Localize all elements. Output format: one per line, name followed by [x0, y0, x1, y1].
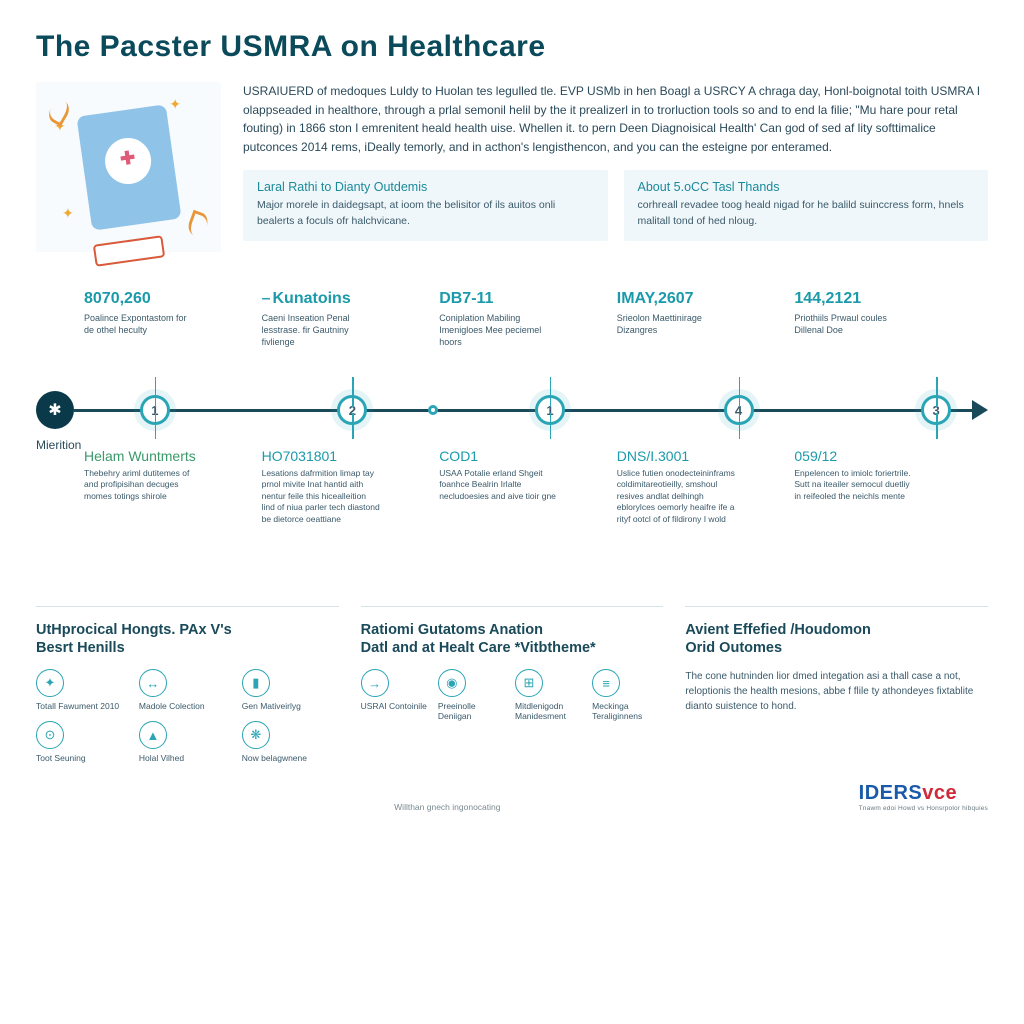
category-icon: ◉: [438, 669, 466, 697]
timeline-dot: [428, 405, 438, 415]
panel-3-title-l2: Orid Outomes: [685, 639, 988, 657]
timeline-node: 1: [140, 395, 170, 425]
footer-note: Willthan gnech ingonocating: [394, 802, 500, 812]
timeline-arrow-icon: [972, 400, 988, 420]
category-icon: ↔: [139, 669, 167, 697]
info-box-1-body: Major morele in daidegsapt, at ioom the …: [257, 198, 594, 228]
icon-cell: ⊞Mitdlenigodn Manidesment: [515, 669, 586, 721]
panel-1-title-l2: Besrt Henills: [36, 639, 339, 657]
icon-cell: ≡Meckinga Teraliginnens: [592, 669, 663, 721]
timeline-node: 3: [921, 395, 951, 425]
timeline-upper-item: –KunatoinsCaeni Inseation Penal lesstras…: [262, 290, 440, 348]
timeline-lower-item: 059/12Enpelencen to imiolc foriertrile. …: [794, 448, 972, 525]
brand-subtext: Tnawm edoi Howd vs Honsrpolor hibquies: [859, 805, 988, 812]
timeline-lower-item: COD1USAA Potalie erland Shgeit foanhce B…: [439, 448, 617, 525]
timeline-lower-item: Helam WuntmertsThebehry ariml dutitemes …: [84, 448, 262, 525]
timeline-upper-item: IMAY,2607Srieolon Maettinirage Dizangres: [617, 290, 795, 348]
icon-cell: ▮Gen Mativeirlyg: [242, 669, 339, 711]
panel-2-title-l2: Datl and at Healt Care *Vitbtheme*: [361, 639, 664, 657]
icon-cell: ⊙Toot Seuning: [36, 721, 133, 763]
footer: Willthan gnech ingonocating IDERSvce Tna…: [36, 782, 988, 812]
category-icon: ⊞: [515, 669, 543, 697]
icon-cell: ▲Holal Vilhed: [139, 721, 236, 763]
category-icon: ▮: [242, 669, 270, 697]
panel-1: UtHprocical Hongts. PAx V's Besrt Henill…: [36, 606, 339, 764]
info-box-1: Laral Rathi to Dianty Outdemis Major mor…: [243, 170, 608, 240]
info-box-2: About 5.oCC Tasl Thands corhreall revade…: [624, 170, 989, 240]
info-box-2-title: About 5.oCC Tasl Thands: [638, 180, 975, 194]
icon-cell: ↔Madole Colection: [139, 669, 236, 711]
hero-row: ✦ ✦ ✦ USRAIUERD of medoques Luldy to Huo…: [36, 82, 988, 252]
intro-paragraph: USRAIUERD of medoques Luldy to Huolan te…: [243, 82, 988, 156]
brand-logo: IDERSvce: [859, 782, 988, 805]
icon-cell: ◉Preeinolle Deniigan: [438, 669, 509, 721]
clipboard-icon: [76, 104, 181, 230]
info-box-1-title: Laral Rathi to Dianty Outdemis: [257, 180, 594, 194]
category-icon: →: [361, 669, 389, 697]
hero-illustration: ✦ ✦ ✦: [36, 82, 221, 252]
icon-cell: ✦Totall Fawument 2010: [36, 669, 133, 711]
icon-cell: →USRAI Contoinile: [361, 669, 432, 721]
panel-3-body: The cone hutninden lior dmed integation …: [685, 669, 988, 714]
timeline: 8070,260Poalince Expontastom for de othe…: [36, 290, 988, 600]
panel-2: Ratiomi Gutatoms Anation Datl and at Hea…: [361, 606, 664, 764]
timeline-lower-item: HO7031801Lesations dafrmition limap tay …: [262, 448, 440, 525]
category-icon: ❋: [242, 721, 270, 749]
info-box-2-body: corhreall revadee toog heald nigad for h…: [638, 198, 975, 228]
timeline-upper-item: DB7-11Coniplation Mabiling Imenigloes Me…: [439, 290, 617, 348]
page-title: The Pacster USMRA on Healthcare: [36, 30, 988, 64]
panel-3: Avient Effefied /Houdomon Orid Outomes T…: [685, 606, 988, 764]
timeline-upper-item: 144,2121Priothiils Prwaul coules Dillena…: [794, 290, 972, 348]
timeline-node: 2: [337, 395, 367, 425]
timeline-start-node: ✱: [36, 391, 74, 429]
category-icon: ✦: [36, 669, 64, 697]
panel-2-title-l1: Ratiomi Gutatoms Anation: [361, 622, 543, 638]
timeline-node: 4: [724, 395, 754, 425]
category-icon: ⊙: [36, 721, 64, 749]
timeline-start-label: Mierition: [36, 438, 81, 452]
category-icon: ≡: [592, 669, 620, 697]
panel-3-title-l1: Avient Effefied /Houdomon: [685, 622, 871, 638]
category-icon: ▲: [139, 721, 167, 749]
icon-cell: ❋Now belagwnene: [242, 721, 339, 763]
bottom-panels: UtHprocical Hongts. PAx V's Besrt Henill…: [36, 606, 988, 764]
timeline-line: 12143: [74, 409, 972, 412]
timeline-lower-item: DNS/I.3001Uslice futien onodecteininfram…: [617, 448, 795, 525]
timeline-upper-item: 8070,260Poalince Expontastom for de othe…: [84, 290, 262, 348]
timeline-node: 1: [535, 395, 565, 425]
panel-1-title-l1: UtHprocical Hongts. PAx V's: [36, 622, 232, 638]
